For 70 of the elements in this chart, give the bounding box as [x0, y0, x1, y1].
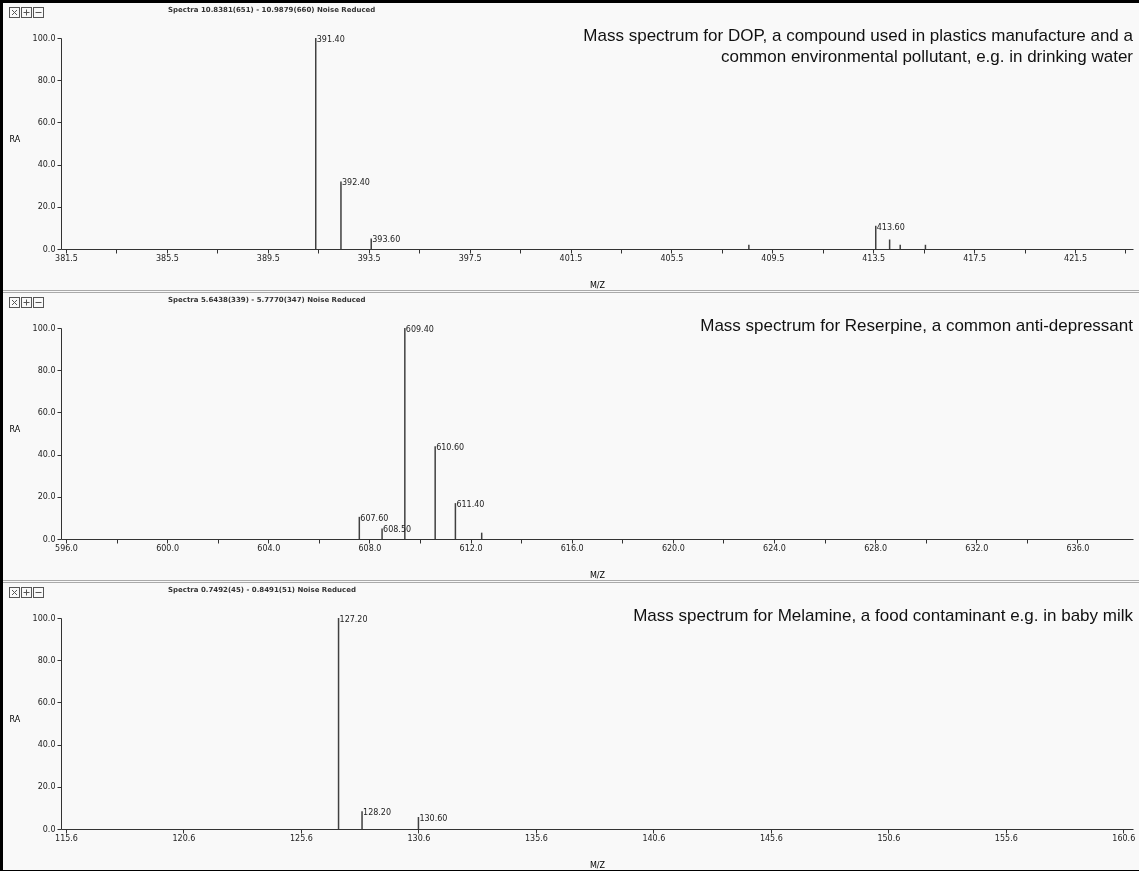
- y-axis-title: RA: [9, 425, 21, 434]
- x-tick-label: 413.5: [862, 253, 886, 263]
- chart-subtitle: Mass spectrum for DOP, a compound used in plastics manufacture and a common environmental pollutant, e.g. in drinking water: [583, 26, 1134, 66]
- x-tick-label: 632.0: [965, 543, 989, 553]
- y-tick-label: 60.0: [37, 697, 56, 707]
- y-tick-label: 0.0: [42, 534, 56, 544]
- y-tick-label: 20.0: [37, 782, 56, 792]
- x-axis-title: M/Z: [589, 860, 606, 870]
- y-axis-title: RA: [9, 135, 21, 144]
- x-tick-label: 405.5: [660, 253, 684, 263]
- y-tick-label: 20.0: [37, 492, 56, 502]
- x-tick-label: 600.0: [156, 543, 180, 553]
- x-tick-label: 421.5: [1064, 253, 1087, 263]
- annotation: 391.40: [316, 35, 345, 44]
- y-tick-label: 0.0: [42, 824, 56, 834]
- x-tick-label: 397.5: [458, 253, 482, 263]
- x-tick-label: 636.0: [1066, 543, 1090, 553]
- y-tick-label: 40.0: [37, 160, 56, 170]
- annotation: 611.40: [456, 500, 485, 510]
- x-tick-label: 160.6: [1112, 833, 1136, 843]
- y-tick-label: 80.0: [37, 365, 56, 375]
- x-tick-label: 381.5: [55, 253, 78, 263]
- annotation: 128.20: [363, 808, 392, 818]
- x-tick-label: 624.0: [763, 543, 786, 553]
- annotation: 393.60: [372, 235, 401, 245]
- x-tick-label: 385.5: [155, 253, 179, 263]
- x-tick-label: 608.0: [358, 543, 382, 553]
- chart-subtitle: Mass spectrum for Melamine, a food contaminant e.g. in baby milk: [633, 606, 1134, 625]
- x-tick-label: 616.0: [560, 543, 584, 553]
- x-tick-label: 628.0: [864, 543, 888, 553]
- chart-subtitle: Mass spectrum for Reserpine, a common anti-depressant: [700, 316, 1134, 335]
- annotation: 127.20: [339, 615, 368, 624]
- x-tick-label: 150.6: [877, 833, 901, 843]
- x-tick-label: 115.6: [55, 833, 78, 843]
- x-tick-label: 620.0: [661, 543, 685, 553]
- x-tick-label: 604.0: [257, 543, 281, 553]
- y-axis-title: RA: [9, 715, 21, 724]
- y-tick-label: 60.0: [37, 407, 56, 417]
- x-tick-label: 120.6: [172, 833, 196, 843]
- x-tick-label: 393.5: [357, 253, 381, 263]
- y-tick-label: 100.0: [32, 613, 56, 623]
- annotation: 607.60: [360, 513, 389, 523]
- annotation: 392.40: [341, 178, 370, 188]
- y-tick-label: 40.0: [37, 450, 56, 460]
- x-axis-title: M/Z: [589, 280, 606, 290]
- y-tick-label: 100.0: [32, 323, 56, 333]
- x-tick-label: 389.5: [256, 253, 280, 263]
- x-tick-label: 401.5: [559, 253, 583, 263]
- x-tick-label: 125.6: [290, 833, 313, 843]
- annotation: 609.40: [405, 325, 434, 334]
- x-tick-label: 135.6: [524, 833, 548, 843]
- x-tick-label: 140.6: [642, 833, 666, 843]
- x-axis-title: M/Z: [589, 570, 606, 580]
- y-tick-label: 60.0: [37, 117, 56, 127]
- y-tick-label: 80.0: [37, 655, 56, 665]
- y-tick-label: 20.0: [37, 202, 56, 212]
- x-tick-label: 409.5: [761, 253, 785, 263]
- x-tick-label: 417.5: [963, 253, 987, 263]
- annotation: 413.60: [876, 222, 905, 232]
- x-tick-label: 155.6: [994, 833, 1018, 843]
- x-tick-label: 612.0: [459, 543, 483, 553]
- annotation: 130.60: [419, 813, 448, 823]
- x-tick-label: 596.0: [55, 543, 78, 553]
- x-tick-label: 130.6: [407, 833, 431, 843]
- y-tick-label: 40.0: [37, 740, 56, 750]
- y-tick-label: 80.0: [37, 75, 56, 85]
- y-tick-label: 100.0: [32, 33, 56, 43]
- x-tick-label: 145.6: [759, 833, 783, 843]
- y-tick-label: 0.0: [42, 244, 56, 254]
- annotation: 610.60: [436, 443, 465, 453]
